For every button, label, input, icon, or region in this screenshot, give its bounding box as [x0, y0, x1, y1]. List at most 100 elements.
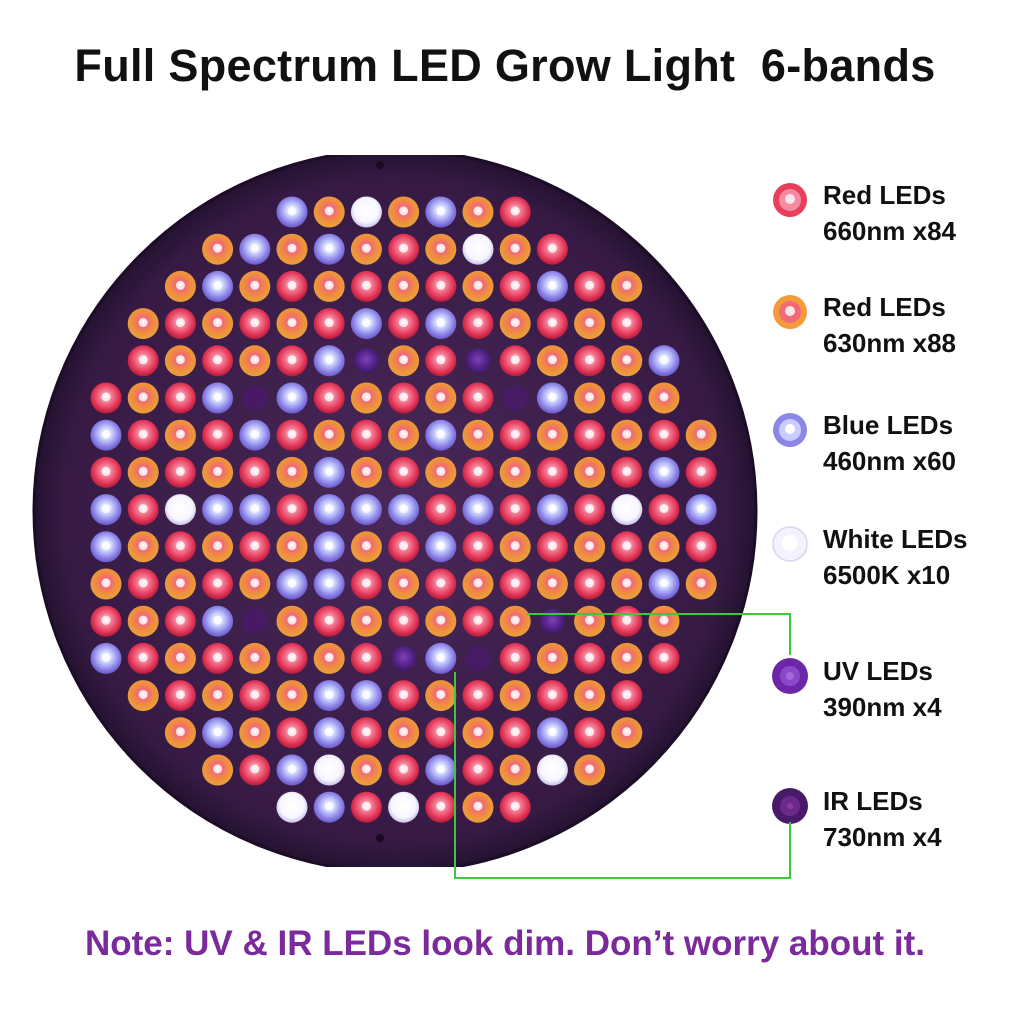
- red630-led: [313, 196, 345, 228]
- red660-led: [574, 568, 606, 600]
- ir-led: [502, 385, 528, 411]
- red630-led: [425, 456, 457, 488]
- red630-led: [276, 531, 308, 563]
- white-led: [276, 791, 308, 823]
- red660-led: [239, 531, 271, 563]
- red660-led: [388, 382, 420, 414]
- red630-led: [462, 791, 494, 823]
- blue-led: [425, 531, 457, 563]
- red660-led: [276, 717, 308, 749]
- ir-led: [242, 608, 268, 634]
- uv-led: [539, 608, 565, 634]
- blue-led: [202, 270, 234, 302]
- red630-led: [536, 568, 568, 600]
- red630-led: [499, 605, 531, 637]
- red660-led: [499, 717, 531, 749]
- red630-led: [127, 456, 159, 488]
- red660-led: [276, 642, 308, 674]
- uv-led-icon: [772, 658, 808, 694]
- red630-led: [313, 642, 345, 674]
- red630-led: [388, 270, 420, 302]
- legend-name: Red LEDs: [823, 292, 946, 322]
- red660-led: [239, 308, 271, 340]
- red660-led: [350, 270, 382, 302]
- red660-led: [164, 680, 196, 712]
- note-text: Note: UV & IR LEDs look dim. Don’t worry…: [84, 924, 926, 963]
- red630-led: [574, 382, 606, 414]
- red660-led: [239, 680, 271, 712]
- blue-led: [648, 456, 680, 488]
- uv-led: [465, 348, 491, 374]
- red630-led: [313, 270, 345, 302]
- red630-led: [425, 233, 457, 265]
- red660-led: [425, 345, 457, 377]
- red630-led: [127, 531, 159, 563]
- red630-led: [350, 531, 382, 563]
- red630-led: [499, 233, 531, 265]
- red630-led: [425, 680, 457, 712]
- blue-led: [276, 568, 308, 600]
- legend-spec: 6500K x10: [823, 560, 951, 590]
- legend-spec: 730nm x4: [823, 822, 942, 852]
- red630-led: [90, 568, 122, 600]
- ir-led-icon: [772, 788, 808, 824]
- blue-led: [313, 680, 345, 712]
- red660-led: [536, 531, 568, 563]
- red660-led: [536, 680, 568, 712]
- red660-led: [388, 233, 420, 265]
- white-led: [536, 754, 568, 786]
- red660-led: [499, 270, 531, 302]
- blue-led: [425, 642, 457, 674]
- blue-led: [90, 642, 122, 674]
- red660-led: [164, 382, 196, 414]
- red630-led: [499, 456, 531, 488]
- red660-led: [164, 531, 196, 563]
- red660-led: [90, 605, 122, 637]
- red660-led: [350, 791, 382, 823]
- red660-led: [202, 642, 234, 674]
- red660-led: [202, 345, 234, 377]
- white-led: [313, 754, 345, 786]
- red630-led: [648, 605, 680, 637]
- red660-led: [388, 456, 420, 488]
- blue-led: [425, 754, 457, 786]
- red660-led: [164, 308, 196, 340]
- red660-led: [350, 642, 382, 674]
- red660-led: [574, 270, 606, 302]
- red630-led: [425, 605, 457, 637]
- red630-led: [276, 456, 308, 488]
- red660-led: [462, 680, 494, 712]
- blue-led: [462, 494, 494, 526]
- red630-led: [276, 308, 308, 340]
- red630-led: [685, 419, 717, 451]
- red660-led: [313, 605, 345, 637]
- red630-led: [164, 345, 196, 377]
- blue-led: [536, 270, 568, 302]
- red630-led: [499, 754, 531, 786]
- red630-led: [164, 419, 196, 451]
- red630-led: [611, 270, 643, 302]
- red660-led: [536, 308, 568, 340]
- red630-led: [202, 233, 234, 265]
- red660-led: [611, 382, 643, 414]
- red630-led: [462, 419, 494, 451]
- red630-led: [276, 233, 308, 265]
- legend-name: Blue LEDs: [823, 410, 954, 440]
- red660-led: [425, 270, 457, 302]
- legend-spec: 460nm x60: [823, 446, 956, 476]
- red-630-led-icon: [773, 295, 807, 329]
- red660-led: [499, 791, 531, 823]
- red660-led: [462, 456, 494, 488]
- red660-led: [574, 345, 606, 377]
- white-led: [164, 494, 196, 526]
- red660-led: [648, 642, 680, 674]
- blue-led: [276, 196, 308, 228]
- red630-led: [239, 642, 271, 674]
- red660-led: [611, 680, 643, 712]
- red630-led: [574, 754, 606, 786]
- red630-led: [536, 419, 568, 451]
- red660-led: [127, 642, 159, 674]
- red660-led: [388, 680, 420, 712]
- red660-led: [462, 531, 494, 563]
- legend-name: Red LEDs: [823, 180, 946, 210]
